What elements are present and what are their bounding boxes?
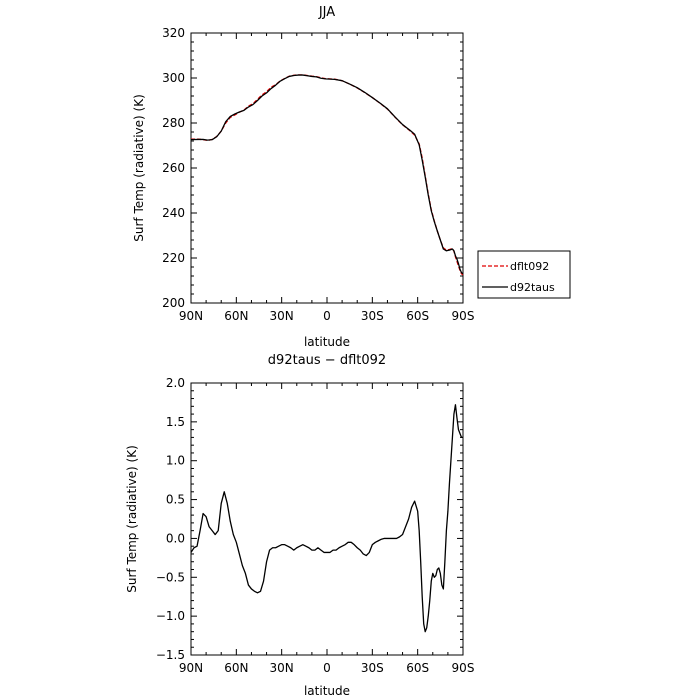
top-series — [190, 74, 464, 276]
top-series-line-d92taus — [190, 74, 464, 275]
top-y-tick-label: 320 — [162, 26, 185, 40]
bottom-x-tick-label: 90N — [179, 661, 203, 675]
bottom-y-tick-label: 0.0 — [166, 531, 185, 545]
bottom-y-axis-label: Surf Temp (radiative) (K) — [125, 445, 139, 593]
bottom-ticks: 90N 60N 30N 0 30S 60S 90S −1.5 −1.0 −0.5 0.0 0.5 1.0… — [156, 376, 475, 675]
bottom-y-tick-label: 0.5 — [166, 493, 185, 507]
bottom-chart-title: d92taus − dflt092 — [268, 353, 386, 368]
top-x-tick-label: 90N — [179, 309, 203, 323]
bottom-y-tick-label: 1.0 — [166, 454, 185, 468]
bottom-y-tick-label: −0.5 — [156, 570, 185, 584]
legend-label-d92taus: d92taus — [510, 281, 555, 294]
top-y-axis-label: Surf Temp (radiative) (K) — [132, 94, 146, 242]
bottom-panel: d92taus − dflt092 90N 60N 30N 0 30S 60S 90S −1.… — [125, 353, 474, 698]
bottom-x-tick-label: 60S — [406, 661, 429, 675]
bottom-x-tick-label: 30S — [361, 661, 384, 675]
top-plot-frame — [190, 32, 464, 304]
top-x-tick-label: 30S — [361, 309, 384, 323]
bottom-series — [190, 404, 463, 633]
top-y-tick-label: 200 — [162, 296, 185, 310]
top-y-tick-label: 220 — [162, 251, 185, 265]
bottom-x-axis-label: latitude — [304, 684, 350, 698]
top-ticks: 90N 60N 30N 0 30S 60S 90S 200 220 240 260 280 300 320 — [162, 26, 474, 323]
legend-label-dflt092: dflt092 — [510, 260, 549, 273]
bottom-plot-frame — [190, 382, 464, 656]
bottom-y-tick-label: 1.5 — [166, 415, 185, 429]
top-x-tick-label: 30N — [270, 309, 294, 323]
top-x-tick-label: 90S — [452, 309, 475, 323]
bottom-y-tick-label: −1.5 — [156, 648, 185, 662]
top-y-tick-label: 240 — [162, 206, 185, 220]
bottom-y-tick-label: −1.0 — [156, 609, 185, 623]
top-panel: JJA 90N 60N 30N 0 30S 60S 90S 200 220 240 260 280 30… — [132, 5, 474, 349]
bottom-x-tick-label: 0 — [323, 661, 331, 675]
legend-box — [477, 250, 571, 299]
top-y-tick-label: 300 — [162, 71, 185, 85]
bottom-x-tick-label: 90S — [452, 661, 475, 675]
bottom-x-tick-label: 30N — [270, 661, 294, 675]
top-series-line-dflt092 — [191, 74, 464, 276]
bottom-series-line-series-0 — [190, 404, 463, 633]
top-chart-title: JJA — [318, 5, 335, 20]
top-x-tick-label: 60N — [224, 309, 248, 323]
bottom-x-tick-label: 60N — [224, 661, 248, 675]
top-x-axis-label: latitude — [304, 335, 350, 349]
bottom-y-tick-label: 2.0 — [166, 376, 185, 390]
legend: dflt092 d92taus — [477, 250, 571, 299]
top-x-tick-label: 0 — [323, 309, 331, 323]
top-x-tick-label: 60S — [406, 309, 429, 323]
top-y-tick-label: 280 — [162, 116, 185, 130]
top-y-tick-label: 260 — [162, 161, 185, 175]
